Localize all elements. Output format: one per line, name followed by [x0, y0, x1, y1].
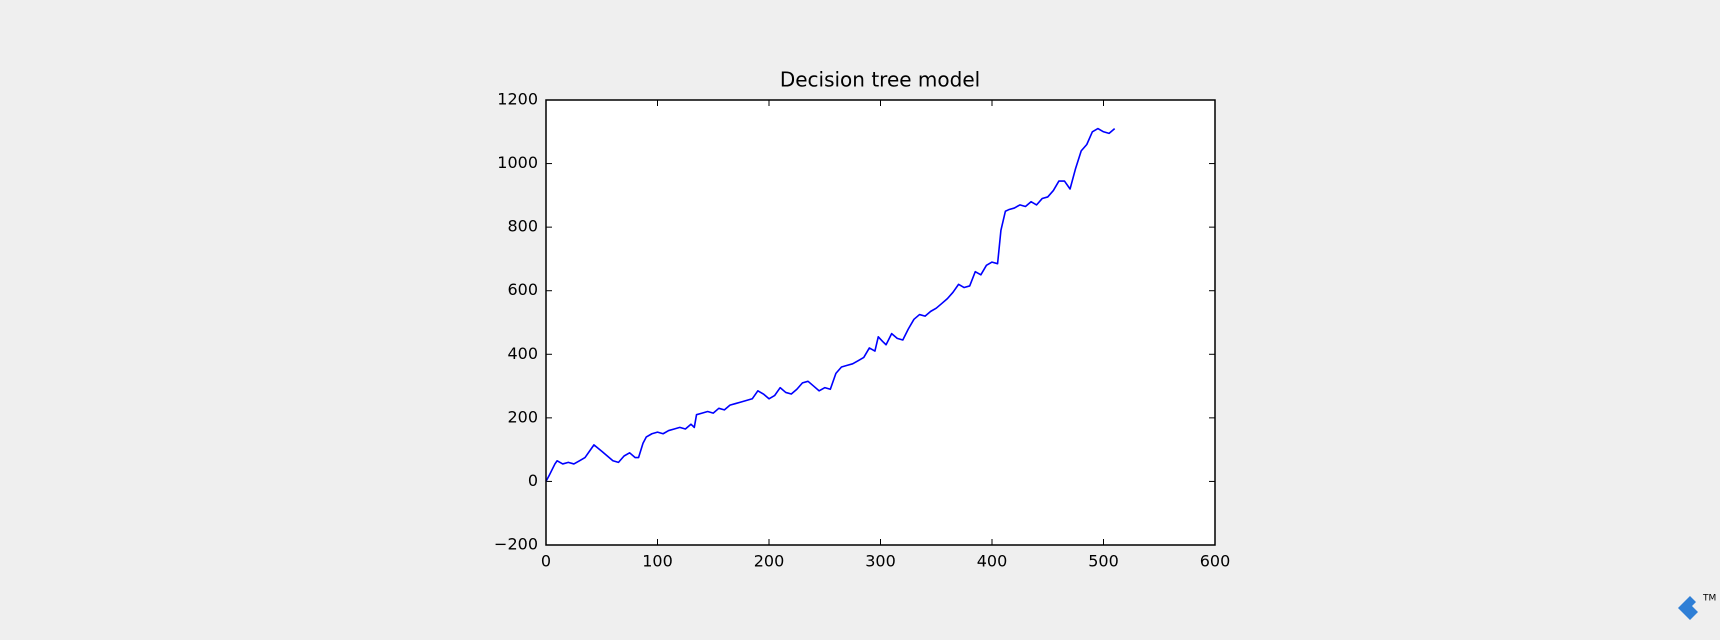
- data-line: [545, 127, 1116, 482]
- x-tick-label: 300: [865, 552, 896, 571]
- y-tick-label: 1200: [497, 90, 538, 109]
- y-tick-label: 400: [507, 344, 538, 363]
- logo-text: TM: [1702, 594, 1716, 604]
- x-tick-label: 400: [977, 552, 1008, 571]
- plot-area: [546, 100, 1215, 545]
- plot-frame: [545, 99, 1216, 546]
- y-tick-label: 200: [507, 407, 538, 426]
- y-tick-label: 600: [507, 280, 538, 299]
- x-tick-label: 600: [1200, 552, 1231, 571]
- y-tick-label: −200: [494, 535, 538, 554]
- y-tick-label: 800: [507, 217, 538, 236]
- x-tick-label: 0: [541, 552, 551, 571]
- x-tick-label: 500: [1088, 552, 1119, 571]
- x-tick-label: 200: [754, 552, 785, 571]
- chart-title: Decision tree model: [780, 68, 980, 92]
- logo-icon: [1678, 596, 1698, 620]
- y-tick-label: 0: [528, 471, 538, 490]
- y-tick-label: 1000: [497, 153, 538, 172]
- x-tick-label: 100: [642, 552, 673, 571]
- logo: TM: [1678, 594, 1716, 620]
